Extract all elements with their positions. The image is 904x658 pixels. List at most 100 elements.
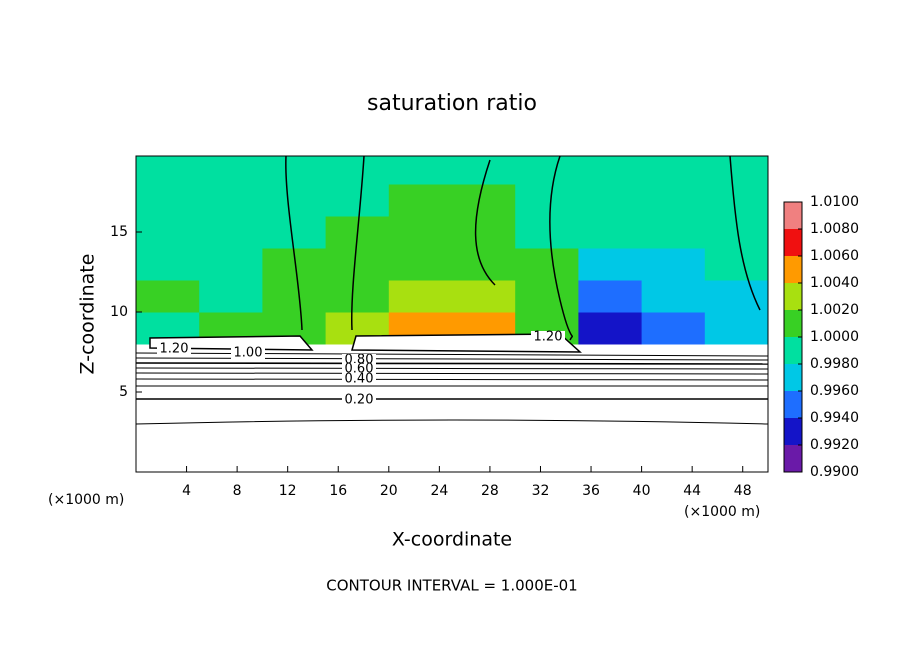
field-cell	[641, 216, 706, 249]
field-cell	[136, 184, 200, 217]
field-cell	[136, 280, 200, 313]
field-cell	[452, 376, 516, 409]
field-cell	[641, 408, 706, 441]
colorbar-segment	[784, 202, 802, 229]
field-cell	[641, 184, 706, 217]
field-cell	[578, 344, 643, 377]
colorbar-segment	[784, 364, 802, 391]
contour-label-bg	[531, 331, 565, 343]
field-cell	[704, 408, 768, 441]
field-cell	[578, 408, 643, 441]
field-cell	[325, 248, 390, 281]
field-cell	[515, 408, 579, 441]
y-axis-label: Z-coordinate	[77, 254, 99, 375]
field-cell	[136, 376, 200, 409]
contour-label-bg	[231, 347, 265, 359]
field-cell	[325, 440, 390, 472]
x-tick-label: 40	[633, 483, 651, 499]
field-cell	[199, 376, 263, 409]
footer: CONTOUR INTERVAL = 1.000E-01	[326, 577, 577, 595]
contour-label-bg	[342, 373, 376, 385]
contour-label: 1.20	[534, 330, 563, 345]
y-tick-label: 10	[110, 304, 128, 320]
colorbar-label: 1.0040	[810, 275, 859, 291]
field-cell	[515, 216, 579, 249]
field-cell	[199, 216, 263, 249]
field-cell	[641, 312, 706, 345]
field-cell	[199, 440, 263, 472]
field-cell	[325, 184, 390, 217]
contour-label: 1.20	[160, 342, 189, 357]
field-cell	[262, 280, 327, 313]
field-cell	[452, 440, 516, 472]
field-cell	[262, 156, 327, 185]
contour-label-bg	[342, 394, 376, 406]
x-tick-label: 12	[279, 483, 297, 499]
field-cell	[641, 248, 706, 281]
field-cell	[388, 280, 453, 313]
field-cell	[452, 408, 516, 441]
cloud-region	[149, 333, 582, 353]
colorbar-label: 0.9960	[810, 383, 859, 399]
field-cell	[704, 280, 768, 313]
contour-label: 1.00	[234, 346, 263, 361]
x-axis-label: X-coordinate	[392, 529, 512, 551]
field-cell	[578, 156, 643, 185]
colorbar-label: 1.0060	[810, 248, 859, 264]
field-cell	[136, 156, 200, 185]
field-cell	[452, 184, 516, 217]
colorbar-label: 1.0080	[810, 221, 859, 237]
field-cell	[704, 184, 768, 217]
y-tick-label: 5	[119, 384, 128, 400]
x-tick-label: 44	[683, 483, 701, 499]
contour-label: 0.40	[345, 372, 374, 387]
x-tick-label: 48	[734, 483, 752, 499]
field-cell	[136, 216, 200, 249]
field-cell	[388, 216, 453, 249]
field-cell	[578, 440, 643, 472]
field-cell	[262, 184, 327, 217]
field-cell	[704, 248, 768, 281]
contour-label: 0.20	[345, 393, 374, 408]
field-cell	[262, 408, 327, 441]
field-cell	[641, 440, 706, 472]
field-cell	[199, 184, 263, 217]
field-cell	[515, 376, 579, 409]
colorbar-segment	[784, 445, 802, 472]
field-cell	[199, 280, 263, 313]
field-cell	[578, 280, 643, 313]
field-cell	[704, 376, 768, 409]
x-tick-label: 36	[582, 483, 600, 499]
field-cell	[452, 280, 516, 313]
field-cell	[578, 376, 643, 409]
contour-label-bg	[342, 363, 376, 375]
field-cell	[262, 216, 327, 249]
colorbar-label: 0.9900	[810, 464, 859, 480]
field-cell	[704, 440, 768, 472]
x-tick-label: 24	[430, 483, 448, 499]
y-unit: (×1000 m)	[48, 492, 124, 508]
field-cell	[199, 248, 263, 281]
field-cell	[641, 156, 706, 185]
field-cell	[325, 280, 390, 313]
field-cell	[515, 184, 579, 217]
field-cell	[515, 156, 579, 185]
field-cell	[704, 312, 768, 345]
x-tick-label: 8	[233, 483, 242, 499]
field-cell	[578, 312, 643, 345]
field-cell	[515, 280, 579, 313]
field-cell	[578, 248, 643, 281]
colorbar-label: 0.9920	[810, 437, 859, 453]
field-cell	[452, 216, 516, 249]
y-tick-label: 15	[110, 224, 128, 240]
x-tick-label: 32	[532, 483, 550, 499]
field-cell	[515, 440, 579, 472]
field-cell	[136, 408, 200, 441]
plot-frame	[135, 155, 769, 473]
field-cell	[578, 216, 643, 249]
colorbar-label: 0.9940	[810, 410, 859, 426]
field-cell	[388, 184, 453, 217]
field-cell	[641, 280, 706, 313]
colorbar-segment	[784, 310, 802, 337]
